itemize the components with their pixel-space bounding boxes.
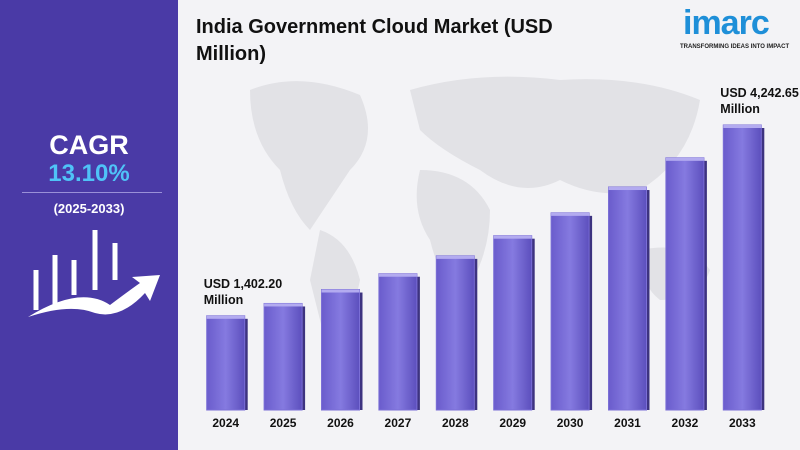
bar	[206, 315, 246, 411]
cagr-rate: 13.10%	[48, 160, 130, 187]
bar-top	[264, 303, 303, 307]
growth-icon	[28, 230, 160, 317]
bar-top	[206, 315, 245, 319]
bar-top	[665, 157, 704, 161]
tagline: TRANSFORMING IDEAS INTO IMPACT	[680, 44, 790, 50]
bar-top	[321, 289, 360, 293]
cagr-title: CAGR	[49, 130, 129, 160]
x-tick-label: 2026	[327, 416, 354, 430]
chart-title: India Government Cloud Market (USD Milli…	[196, 16, 553, 65]
bar	[493, 235, 533, 411]
bar-top	[551, 212, 590, 216]
x-tick-label: 2024	[212, 416, 239, 430]
value-label: USD 1,402.20 Million	[203, 276, 283, 307]
bar-top	[436, 255, 475, 259]
bar	[608, 186, 647, 411]
x-tick-label: 2028	[442, 416, 469, 430]
x-tick-label: 2030	[557, 416, 584, 430]
divider	[22, 192, 162, 193]
bar	[263, 302, 303, 411]
bar	[722, 124, 762, 411]
bar-top	[378, 273, 417, 277]
bar	[550, 212, 590, 411]
x-tick-label: 2032	[672, 416, 699, 430]
bar	[435, 255, 475, 411]
bar	[378, 273, 418, 411]
value-label: USD 4,242.65 Million	[720, 86, 799, 116]
x-tick-label: 2027	[385, 416, 412, 430]
bar	[665, 157, 705, 411]
x-tick-label: 2025	[270, 416, 297, 430]
cagr-panel: CAGR 13.10% (2025-2033)	[0, 0, 178, 450]
cagr-period: (2025-2033)	[53, 201, 125, 216]
bar-top	[723, 125, 762, 128]
x-tick-label: 2031	[614, 416, 641, 430]
bar-top	[493, 235, 532, 239]
x-tick-label: 2029	[499, 416, 526, 430]
logo: imarc	[683, 4, 770, 42]
bar	[321, 289, 360, 411]
x-tick-label: 2033	[729, 416, 756, 430]
bar-top	[608, 187, 647, 191]
